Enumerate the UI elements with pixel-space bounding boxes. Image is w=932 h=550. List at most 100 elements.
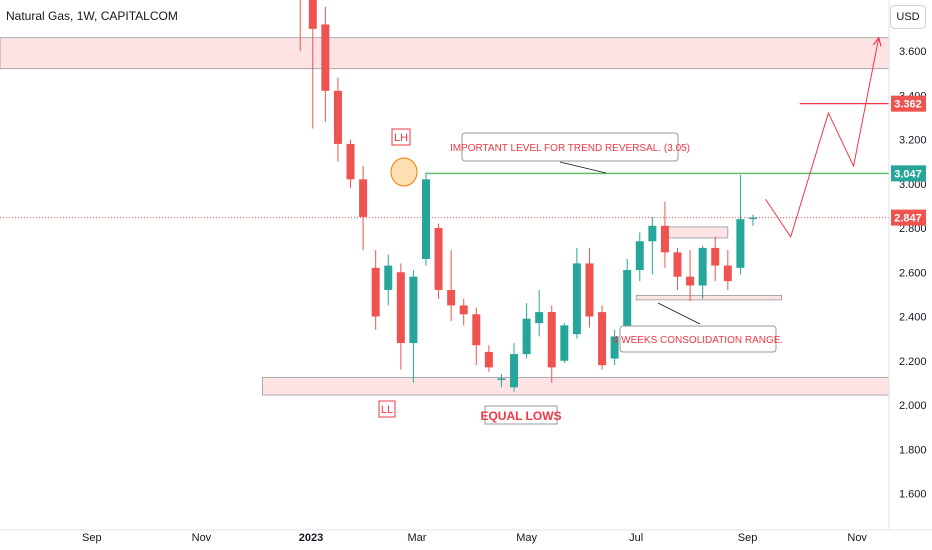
svg-text:EQUAL LOWS: EQUAL LOWS [480,409,561,423]
projection-arrowhead [872,36,882,47]
candle[interactable] [321,6,330,122]
candle[interactable] [585,247,594,328]
candle[interactable] [308,0,317,129]
candle-body [308,0,317,29]
candle-body [635,241,644,271]
y-tick-label: 2.600 [899,267,927,279]
candle[interactable] [547,305,556,383]
candle-body [522,318,531,355]
candles[interactable] [296,0,757,392]
price-tag-bg [891,209,926,226]
candle[interactable] [723,250,732,290]
projection-line [765,37,880,239]
candle-body [535,312,544,324]
candle-body [560,325,569,361]
candle[interactable] [333,77,342,162]
candle-body [660,225,669,253]
price-tag-label: 2.847 [894,213,922,225]
x-tick-label: 2023 [299,532,323,544]
x-tick-label: Jul [629,532,643,544]
equal-lows-zone [262,376,890,396]
ll-label: LL [378,400,396,418]
candle[interactable] [648,216,657,275]
y-tick-label: 2.800 [899,223,927,235]
consolidation-range-bottom [635,295,783,301]
candle[interactable] [748,214,757,226]
candle[interactable] [459,298,468,326]
candle[interactable] [421,172,430,266]
candle-body [673,252,682,277]
candle[interactable] [409,270,418,383]
candle-body [648,225,657,242]
candle[interactable] [598,305,607,370]
currency-button[interactable]: USD [890,5,926,29]
y-tick-label: 1.600 [899,489,927,501]
candle-body [610,336,619,359]
candle[interactable] [610,329,619,366]
candle-body [736,219,745,268]
candle[interactable] [711,236,720,282]
candle-body [434,228,443,290]
candle[interactable] [560,323,569,363]
consolidation-callout: 4 WEEKS CONSOLIDATION RANGE. [613,302,783,353]
candle[interactable] [660,201,669,268]
candle-body [421,179,430,259]
candle-body [510,354,519,388]
lh-label: LH [391,128,411,146]
candle[interactable] [736,174,745,275]
candle[interactable] [384,254,393,306]
price-tag-bg [891,165,926,182]
candle[interactable] [535,289,544,337]
candle[interactable] [359,166,368,251]
candle[interactable] [447,250,456,321]
candle-body [711,247,720,266]
candle[interactable] [673,247,682,290]
candle-body [447,289,456,306]
candle[interactable] [510,343,519,392]
candle[interactable] [434,223,443,299]
x-tick-label: Nov [847,532,867,544]
x-tick-label: Sep [738,532,758,544]
x-tick-label: Nov [192,532,212,544]
candle[interactable] [484,345,493,372]
candle-body [585,263,594,317]
candle-body [572,263,581,335]
svg-text:LL: LL [381,404,393,416]
chart-title: Natural Gas, 1W, CAPITALCOM [6,9,178,23]
y-tick-label: 1.800 [899,444,927,456]
candle-body [698,247,707,286]
candle[interactable] [698,245,707,299]
candle[interactable] [371,250,380,330]
projection-path [765,36,882,239]
candle[interactable] [396,263,405,370]
svg-text:LH: LH [394,132,408,144]
candle-body [497,378,506,380]
zones [0,37,890,396]
candle-body [472,314,481,346]
candle-body [686,276,695,286]
lh-highlight-circle [390,157,418,187]
candle[interactable] [635,232,644,282]
price-tag: 3.047 [891,165,926,182]
candle-body [409,276,418,344]
x-tick-label: Sep [82,532,102,544]
candle-body [371,267,380,317]
candle[interactable] [572,247,581,339]
candle-body [346,143,355,180]
candle-body [623,270,632,339]
equal-lows-label: EQUAL LOWS [480,405,562,425]
candle[interactable] [497,374,506,388]
candle[interactable] [472,307,481,366]
y-tick-label: 2.400 [899,312,927,324]
candle-body [396,272,405,344]
price-tag: 3.362 [891,95,926,112]
svg-text:IMPORTANT LEVEL FOR TREND REVE: IMPORTANT LEVEL FOR TREND REVERSAL. (3.0… [450,143,690,154]
price-tag-label: 3.362 [894,99,922,111]
candle[interactable] [522,303,531,359]
candle[interactable] [346,139,355,189]
candle[interactable] [686,250,695,302]
annotations: LH LL EQUAL LOWS IMPORTANT LEVEL FOR TRE… [378,128,783,425]
resistance-zone [0,37,890,70]
